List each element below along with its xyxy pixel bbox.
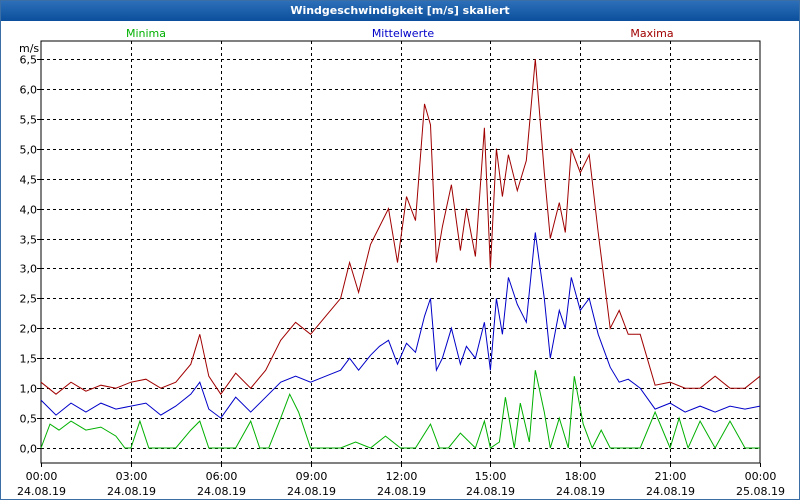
x-tick-date: 24.08.19 bbox=[556, 485, 605, 498]
y-tick-label: 5,0 bbox=[20, 144, 38, 157]
y-tick-label: 1,5 bbox=[20, 353, 38, 366]
x-tick-time: 00:00 bbox=[26, 470, 58, 483]
y-tick-label: 2,5 bbox=[20, 293, 38, 306]
y-tick-label: 2,0 bbox=[20, 323, 38, 336]
x-tick-time: 12:00 bbox=[386, 470, 418, 483]
legend-maxima: Maxima bbox=[630, 27, 673, 40]
x-tick-time: 03:00 bbox=[116, 470, 148, 483]
x-tick-date: 24.08.19 bbox=[107, 485, 156, 498]
x-tick-date: 24.08.19 bbox=[17, 485, 66, 498]
x-tick-date: 24.08.19 bbox=[466, 485, 515, 498]
y-axis-unit: m/s bbox=[19, 42, 39, 55]
series-line-maxima bbox=[40, 58, 761, 396]
y-tick-label: 1,0 bbox=[20, 383, 38, 396]
x-tick-time: 00:00 bbox=[745, 470, 777, 483]
x-tick-time: 06:00 bbox=[206, 470, 238, 483]
x-tick-date: 25.08.19 bbox=[736, 485, 785, 498]
y-tick-label: 3,0 bbox=[20, 263, 38, 276]
window-title: Windgeschwindigkeit [m/s] skaliert bbox=[1, 1, 799, 21]
y-tick-label: 3,5 bbox=[20, 234, 38, 247]
y-tick-label: 0,0 bbox=[20, 443, 38, 456]
plot-area bbox=[40, 40, 761, 464]
y-tick-label: 5,5 bbox=[20, 114, 38, 127]
y-tick-label: 6,0 bbox=[20, 84, 38, 97]
x-tick-time: 15:00 bbox=[475, 470, 507, 483]
y-tick-label: 4,5 bbox=[20, 174, 38, 187]
y-tick-label: 6,5 bbox=[20, 54, 38, 67]
legend-mittelwerte: Mittelwerte bbox=[372, 27, 435, 40]
x-tick-date: 24.08.19 bbox=[287, 485, 336, 498]
legend-minima: Minima bbox=[126, 27, 166, 40]
x-tick-date: 24.08.19 bbox=[646, 485, 695, 498]
y-tick-label: 4,0 bbox=[20, 204, 38, 217]
x-tick-time: 09:00 bbox=[296, 470, 328, 483]
y-tick-label: 0,5 bbox=[20, 413, 38, 426]
x-tick-time: 21:00 bbox=[655, 470, 687, 483]
x-tick-date: 24.08.19 bbox=[377, 485, 426, 498]
x-tick-time: 18:00 bbox=[565, 470, 597, 483]
series-line-mittelwerte bbox=[40, 232, 761, 419]
series-line-minima bbox=[40, 370, 760, 450]
x-tick-date: 24.08.19 bbox=[197, 485, 246, 498]
